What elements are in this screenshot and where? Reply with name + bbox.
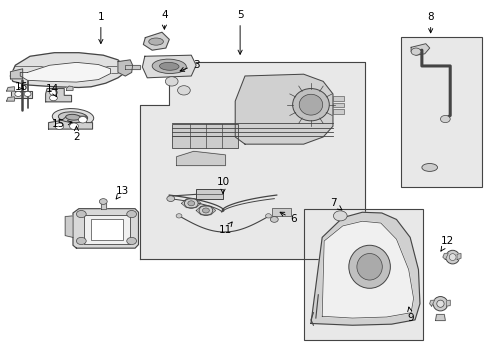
Bar [91, 219, 123, 240]
Polygon shape [176, 151, 225, 166]
Bar [304, 209, 423, 339]
Polygon shape [143, 55, 196, 78]
Circle shape [167, 196, 174, 202]
Bar [272, 208, 292, 216]
Circle shape [202, 208, 209, 213]
Polygon shape [20, 62, 111, 82]
Circle shape [270, 217, 278, 222]
Ellipse shape [66, 114, 80, 120]
Circle shape [49, 90, 57, 95]
Polygon shape [235, 74, 333, 144]
Circle shape [333, 211, 347, 221]
Polygon shape [311, 212, 420, 325]
Text: 15: 15 [52, 120, 72, 129]
Polygon shape [49, 116, 93, 129]
Text: 4: 4 [161, 10, 168, 29]
Circle shape [15, 91, 22, 96]
Polygon shape [140, 62, 365, 259]
Circle shape [411, 48, 421, 55]
Circle shape [76, 211, 86, 218]
Ellipse shape [58, 112, 88, 123]
Ellipse shape [349, 245, 391, 288]
Text: 14: 14 [46, 84, 59, 97]
Circle shape [127, 237, 137, 244]
Polygon shape [322, 221, 414, 318]
Ellipse shape [149, 38, 163, 45]
Circle shape [266, 214, 271, 218]
Ellipse shape [446, 250, 460, 264]
Polygon shape [65, 216, 73, 237]
Circle shape [99, 199, 107, 204]
Text: 7: 7 [330, 198, 342, 210]
Circle shape [176, 214, 182, 218]
Polygon shape [6, 87, 14, 91]
Ellipse shape [160, 62, 179, 70]
Ellipse shape [293, 89, 329, 121]
Text: 6: 6 [280, 212, 297, 224]
Bar [172, 125, 238, 148]
Polygon shape [446, 300, 450, 306]
Ellipse shape [152, 59, 186, 73]
Polygon shape [457, 253, 461, 260]
Polygon shape [6, 97, 14, 101]
Polygon shape [436, 315, 445, 320]
Text: 16: 16 [15, 82, 28, 92]
Circle shape [55, 123, 64, 130]
Text: 13: 13 [116, 186, 129, 199]
Circle shape [76, 237, 86, 244]
Text: 10: 10 [217, 177, 230, 193]
Text: 3: 3 [180, 59, 199, 71]
Polygon shape [101, 203, 106, 209]
Circle shape [70, 123, 78, 130]
Bar [84, 215, 130, 244]
Circle shape [49, 95, 57, 101]
Ellipse shape [437, 300, 444, 307]
Polygon shape [46, 89, 72, 102]
Polygon shape [181, 199, 201, 208]
Text: 11: 11 [219, 222, 232, 235]
Polygon shape [125, 65, 140, 69]
Polygon shape [73, 209, 139, 248]
Bar [333, 96, 343, 101]
Ellipse shape [357, 253, 382, 280]
Circle shape [177, 86, 190, 95]
Circle shape [441, 116, 450, 123]
Text: 9: 9 [408, 307, 415, 323]
Polygon shape [443, 253, 448, 260]
Ellipse shape [299, 94, 323, 115]
Polygon shape [144, 32, 169, 50]
Text: 2: 2 [73, 126, 80, 142]
Polygon shape [196, 206, 216, 215]
Polygon shape [118, 60, 133, 76]
Polygon shape [10, 53, 125, 87]
Circle shape [127, 211, 137, 218]
Bar [401, 37, 482, 187]
Ellipse shape [449, 254, 456, 261]
Ellipse shape [52, 109, 94, 126]
Text: 12: 12 [441, 236, 454, 251]
Bar [196, 189, 223, 199]
Ellipse shape [433, 297, 448, 311]
Circle shape [188, 201, 195, 206]
Circle shape [165, 77, 178, 86]
Polygon shape [10, 69, 23, 79]
Circle shape [78, 117, 87, 123]
Polygon shape [430, 300, 435, 306]
Circle shape [184, 198, 198, 208]
Text: 1: 1 [98, 12, 104, 44]
Bar [333, 103, 343, 107]
Text: 8: 8 [427, 12, 434, 33]
Polygon shape [67, 86, 73, 90]
Bar [333, 109, 343, 114]
Circle shape [199, 206, 213, 216]
Polygon shape [11, 91, 32, 98]
Ellipse shape [422, 163, 438, 171]
Circle shape [24, 91, 31, 96]
Polygon shape [411, 44, 430, 55]
Text: 5: 5 [237, 10, 244, 54]
